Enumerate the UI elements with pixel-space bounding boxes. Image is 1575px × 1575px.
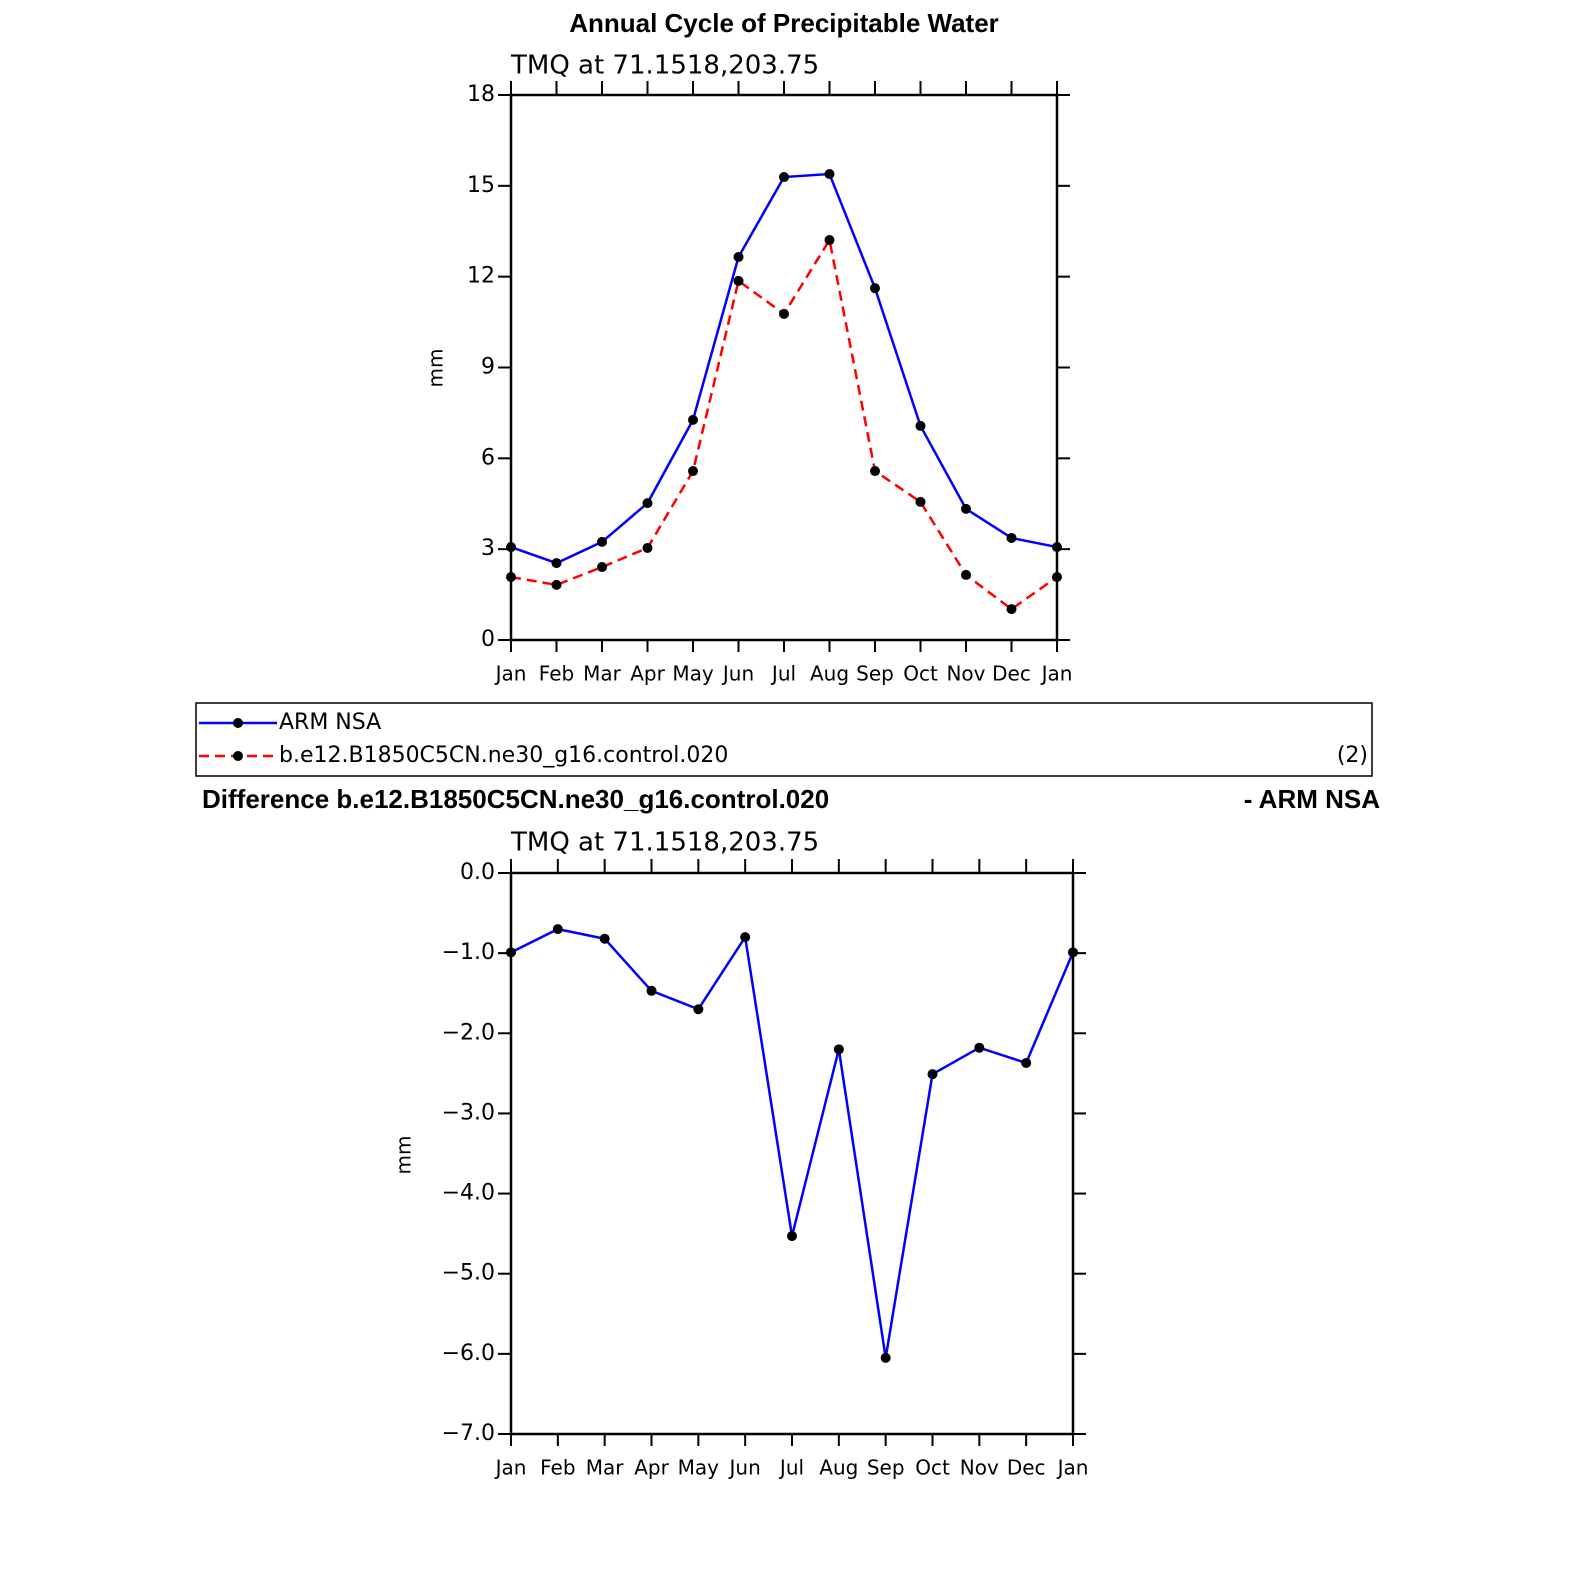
y-tick-label: 0 xyxy=(481,627,495,652)
y-tick-label: −2.0 xyxy=(442,1020,495,1045)
data-point xyxy=(824,169,835,180)
data-point xyxy=(833,1044,844,1055)
chart-subtitle: TMQ at 71.1518,203.75 xyxy=(510,51,819,81)
y-tick-label: 3 xyxy=(481,536,495,561)
data-point xyxy=(927,1069,938,1080)
y-tick-label: 18 xyxy=(467,82,495,107)
data-point xyxy=(693,1004,704,1015)
data-point xyxy=(688,466,698,477)
data-point xyxy=(915,496,926,507)
x-tick-label: Oct xyxy=(915,1456,950,1480)
data-point xyxy=(733,275,744,286)
legend-marker xyxy=(233,718,243,728)
legend-marker xyxy=(233,751,243,761)
x-tick-label: Mar xyxy=(583,662,622,686)
legend-label: b.e12.B1850C5CN.ne30_g16.control.020 xyxy=(279,743,728,768)
data-point xyxy=(1068,947,1078,958)
data-point xyxy=(880,1352,891,1363)
x-tick-label: Sep xyxy=(867,1456,905,1480)
data-point xyxy=(597,536,607,547)
y-tick-label: −1.0 xyxy=(442,940,495,965)
data-point xyxy=(599,933,610,944)
legend-label: ARM NSA xyxy=(279,710,381,735)
chart-subtitle: TMQ at 71.1518,203.75 xyxy=(510,828,819,858)
data-point xyxy=(733,251,744,262)
x-tick-label: Jul xyxy=(778,1456,804,1480)
x-tick-label: Jan xyxy=(494,662,527,686)
legend-annotation: (2) xyxy=(1337,743,1368,768)
data-point xyxy=(824,235,835,246)
data-point xyxy=(787,1231,797,1242)
y-tick-label: 9 xyxy=(481,355,495,380)
y-axis-label: mm xyxy=(392,1136,416,1175)
data-point xyxy=(961,503,971,514)
y-tick-label: −6.0 xyxy=(442,1341,495,1366)
data-point xyxy=(642,542,653,553)
data-point xyxy=(974,1042,985,1053)
x-tick-label: Nov xyxy=(946,662,985,686)
x-tick-label: Jun xyxy=(728,1456,761,1480)
data-point xyxy=(779,308,789,319)
x-tick-label: Jul xyxy=(770,662,796,686)
data-point xyxy=(646,985,657,996)
x-tick-label: Mar xyxy=(586,1456,625,1480)
data-point xyxy=(1006,532,1017,543)
data-point xyxy=(506,542,516,553)
data-point xyxy=(552,924,563,935)
x-tick-label: Jun xyxy=(721,662,754,686)
data-point xyxy=(961,569,971,580)
x-tick-label: Sep xyxy=(856,662,894,686)
legend-box xyxy=(195,702,1373,777)
x-tick-label: Feb xyxy=(540,1456,575,1480)
x-tick-label: Aug xyxy=(810,662,849,686)
y-tick-label: 0.0 xyxy=(460,860,495,885)
data-point xyxy=(870,466,880,477)
plot-frame xyxy=(509,93,1059,642)
x-tick-label: Nov xyxy=(960,1456,999,1480)
x-tick-label: Jan xyxy=(1040,662,1073,686)
data-point xyxy=(642,498,653,509)
y-tick-label: 6 xyxy=(481,445,495,470)
x-tick-label: Apr xyxy=(634,1456,669,1480)
x-tick-label: Aug xyxy=(819,1456,858,1480)
x-tick-label: May xyxy=(672,662,714,686)
x-tick-label: May xyxy=(678,1456,720,1480)
y-tick-label: 12 xyxy=(467,264,495,289)
data-point xyxy=(1052,572,1062,583)
chart-title-suffix: - ARM NSA xyxy=(1244,784,1380,814)
chart-title: Annual Cycle of Precipitable Water xyxy=(569,8,999,38)
data-point xyxy=(1052,542,1062,553)
data-point xyxy=(597,562,607,573)
y-axis-label: mm xyxy=(424,349,448,388)
x-tick-label: Dec xyxy=(992,662,1031,686)
data-point xyxy=(506,947,516,958)
data-point xyxy=(870,283,880,294)
x-tick-label: Oct xyxy=(903,662,938,686)
y-tick-label: −5.0 xyxy=(442,1261,495,1286)
y-tick-label: −7.0 xyxy=(442,1421,495,1446)
x-tick-label: Jan xyxy=(494,1456,527,1480)
data-point xyxy=(915,420,926,431)
data-point xyxy=(506,572,516,583)
data-point xyxy=(740,932,751,943)
chart-title: Difference b.e12.B1850C5CN.ne30_g16.cont… xyxy=(202,784,829,814)
y-tick-label: −3.0 xyxy=(442,1100,495,1125)
data-point xyxy=(551,558,562,569)
y-tick-label: −4.0 xyxy=(442,1181,495,1206)
data-point xyxy=(779,172,789,183)
x-tick-label: Apr xyxy=(630,662,665,686)
x-tick-label: Dec xyxy=(1007,1456,1046,1480)
data-point xyxy=(688,414,698,425)
data-point xyxy=(551,579,562,590)
x-tick-label: Feb xyxy=(539,662,574,686)
data-point xyxy=(1006,604,1017,615)
y-tick-label: 15 xyxy=(467,173,495,198)
plot-frame xyxy=(509,871,1075,1436)
x-tick-label: Jan xyxy=(1056,1456,1089,1480)
data-point xyxy=(1021,1057,1032,1068)
